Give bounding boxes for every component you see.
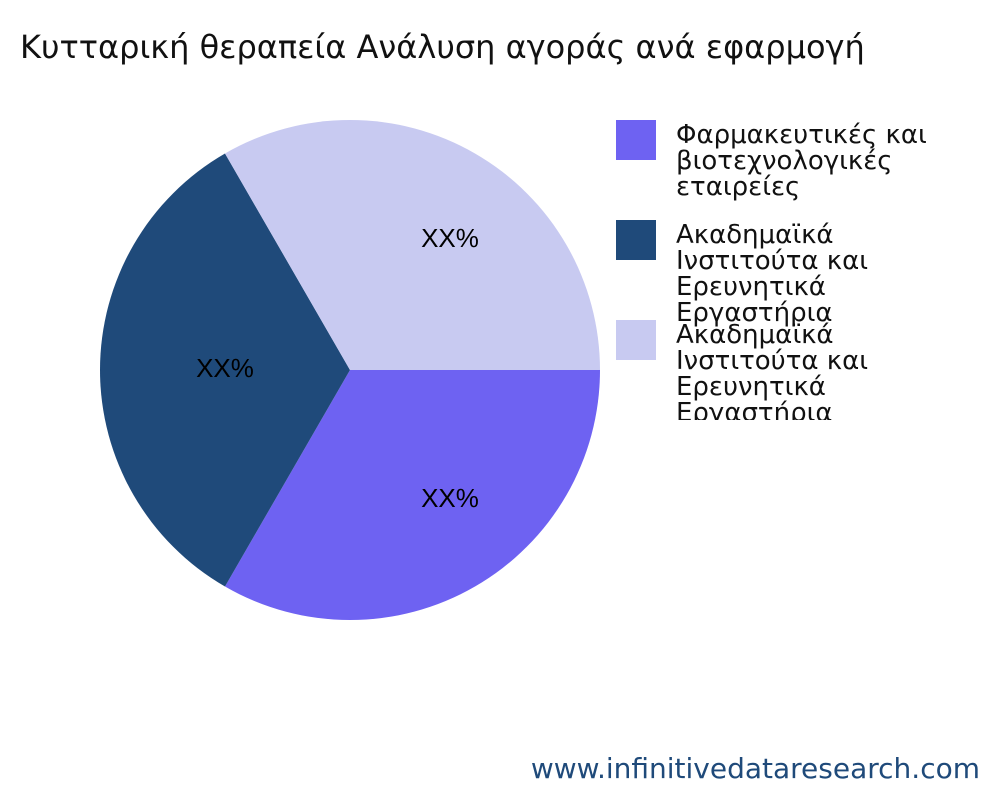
legend-item: Φαρμακευτικές και βιοτεχνολογικές εταιρε…: [616, 120, 1000, 220]
legend-swatch: [616, 220, 656, 260]
legend-label: Ακαδημαϊκά Ινστιτούτα και Ερευνητικά Εργ…: [676, 220, 869, 328]
legend-swatch: [616, 120, 656, 160]
footer: www.infinitivedataresearch.com: [530, 752, 980, 785]
chart-title: Κυτταρική θεραπεία Ανάλυση αγοράς ανά εφ…: [20, 28, 865, 66]
data-label: XX%: [421, 223, 479, 253]
legend-label: Ακαδημαϊκά Ινστιτούτα και Ερευνητικά Εργ…: [676, 320, 869, 420]
legend-label: Φαρμακευτικές και βιοτεχνολογικές εταιρε…: [676, 120, 927, 202]
legend-item: Ακαδημαϊκά Ινστιτούτα και Ερευνητικά Εργ…: [616, 320, 1000, 420]
data-label: XX%: [421, 483, 479, 513]
legend: Φαρμακευτικές και βιοτεχνολογικές εταιρε…: [616, 120, 1000, 420]
chart: XX% XX% XX%: [100, 119, 600, 620]
pie-slice: [225, 370, 600, 620]
data-label: XX%: [196, 353, 254, 383]
legend-swatch: [616, 320, 656, 360]
legend-item: Ακαδημαϊκά Ινστιτούτα και Ερευνητικά Εργ…: [616, 220, 1000, 326]
pie-slice: [225, 119, 600, 370]
